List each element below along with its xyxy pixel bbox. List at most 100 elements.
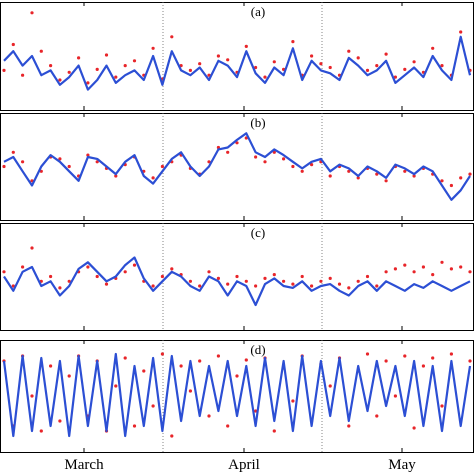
series-point-red — [226, 282, 230, 286]
series-point-red — [300, 274, 304, 279]
series-point-red — [403, 263, 407, 267]
series-point-red — [254, 409, 258, 413]
series-point-red — [328, 384, 332, 388]
series-point-red — [384, 179, 388, 183]
series-point-red — [114, 384, 118, 388]
series-point-red — [384, 359, 388, 363]
series-point-red — [328, 174, 332, 178]
series-point-red — [188, 389, 192, 393]
series-point-red — [151, 176, 155, 180]
series-point-red — [263, 75, 267, 79]
series-point-red — [132, 59, 137, 63]
series-line-blue — [3, 256, 471, 307]
series-point-red — [449, 267, 453, 271]
series-point-red — [132, 263, 137, 267]
series-point-red — [216, 276, 220, 280]
series-point-red — [95, 67, 99, 71]
series-point-red — [468, 172, 472, 176]
series-point-red — [403, 354, 407, 358]
series-point-red — [235, 141, 239, 145]
series-point-red — [412, 174, 416, 178]
series-point-red — [375, 64, 379, 68]
series-point-red — [393, 394, 397, 398]
series-point-red — [459, 265, 463, 269]
series-point-red — [449, 352, 453, 356]
series-point-red — [67, 374, 71, 378]
series-line-blue — [3, 35, 472, 91]
series-point-red — [151, 404, 155, 408]
series-point-red — [104, 282, 109, 286]
series-point-red — [198, 359, 202, 363]
series-point-red — [375, 284, 379, 288]
series-point-red — [198, 62, 202, 66]
series-point-red — [2, 270, 6, 274]
series-line-blue — [2, 352, 472, 438]
series-point-red — [393, 267, 397, 271]
series-point-red — [188, 279, 192, 283]
series-point-red — [272, 273, 276, 277]
series-point-red — [188, 68, 192, 72]
panel-a: (a) — [0, 2, 474, 111]
series-point-red — [58, 157, 62, 161]
series-point-red — [235, 274, 239, 279]
series-point-red — [337, 282, 342, 286]
series-point-red — [431, 356, 435, 360]
series-point-red — [226, 150, 230, 154]
series-point-red — [179, 364, 183, 368]
series-point-red — [49, 274, 53, 279]
series-point-red — [459, 30, 463, 34]
series-point-red — [123, 64, 127, 68]
series-point-red — [291, 40, 295, 44]
series-point-red — [328, 276, 332, 280]
series-point-red — [263, 276, 267, 280]
series-line-blue — [3, 132, 471, 201]
series-point-red — [356, 279, 360, 283]
series-point-red — [319, 279, 323, 283]
series-point-red — [310, 284, 314, 288]
series-point-red — [421, 265, 425, 269]
series-point-red — [160, 352, 164, 356]
series-point-red — [272, 150, 276, 154]
series-point-red — [77, 56, 81, 60]
series-point-red — [11, 42, 15, 47]
series-point-red — [30, 394, 34, 398]
series-point-red — [328, 65, 332, 70]
series-point-red — [375, 172, 379, 176]
series-point-red — [58, 419, 62, 423]
series-point-red — [67, 164, 71, 169]
series-point-red — [160, 164, 164, 169]
series-point-red — [2, 68, 6, 72]
series-point-red — [384, 52, 388, 56]
series-point-red — [356, 176, 360, 180]
series-point-red — [431, 46, 435, 50]
series-point-red — [104, 53, 109, 57]
series-point-red — [86, 153, 90, 157]
panel-frame — [0, 340, 474, 453]
series-point-red — [375, 414, 379, 418]
series-point-red — [412, 270, 416, 274]
series-point-red — [254, 284, 258, 288]
series-point-red — [2, 164, 6, 169]
series-point-red — [226, 58, 230, 62]
series-point-red — [207, 270, 211, 274]
series-point-red — [151, 284, 155, 288]
series-point-red — [226, 424, 230, 428]
series-point-red — [440, 64, 444, 68]
series-point-red — [291, 164, 295, 169]
series-point-red — [58, 78, 62, 82]
series-point-red — [160, 274, 164, 279]
series-point-red — [282, 279, 286, 283]
series-point-red — [272, 429, 276, 433]
x-tick-label: April — [228, 457, 260, 473]
series-point-red — [114, 174, 118, 178]
series-point-red — [170, 434, 174, 438]
series-point-red — [282, 157, 286, 161]
series-point-red — [235, 374, 239, 378]
series-point-red — [21, 160, 25, 164]
series-point-red — [300, 169, 304, 173]
series-point-red — [365, 274, 370, 279]
panel-c: (c) — [0, 223, 474, 331]
series-point-red — [310, 54, 314, 58]
series-point-red — [39, 429, 43, 433]
